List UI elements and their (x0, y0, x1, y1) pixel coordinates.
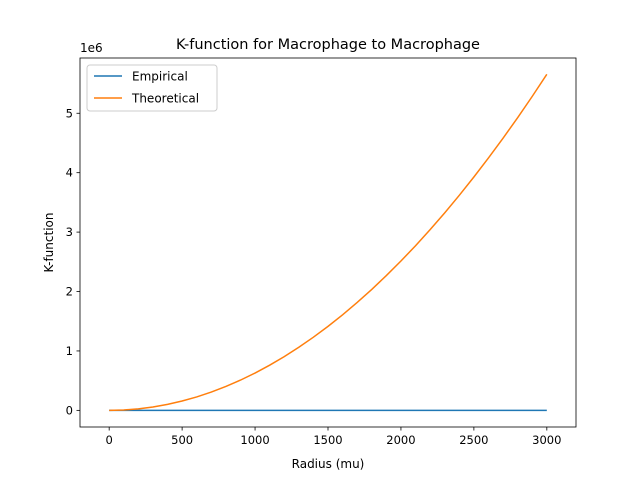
y-tick-label: 2 (66, 285, 73, 299)
chart-title: K-function for Macrophage to Macrophage (176, 37, 480, 53)
y-tick-label: 1 (66, 344, 73, 358)
x-tick-label: 1500 (313, 433, 342, 447)
x-axis-label: Radius (mu) (292, 457, 365, 471)
y-tick-label: 4 (66, 166, 73, 180)
legend-label-theoretical: Theoretical (131, 92, 199, 106)
y-axis-offset-label: 1e6 (80, 41, 103, 55)
legend: Empirical Theoretical (86, 64, 218, 112)
x-tick-label: 2000 (386, 433, 415, 447)
x-tick-label: 1000 (240, 433, 269, 447)
y-tick-label: 3 (66, 225, 73, 239)
plot-frame (79, 57, 577, 428)
x-tick-label: 0 (106, 433, 113, 447)
series-line-theoretical (109, 73, 548, 412)
y-tick-label: 0 (66, 403, 73, 417)
x-tick-label: 500 (171, 433, 193, 447)
x-tick-label: 2500 (459, 433, 488, 447)
y-axis-label: K-function (42, 213, 56, 273)
x-tick-label: 3000 (532, 433, 561, 447)
legend-label-empirical: Empirical (132, 70, 188, 84)
y-tick-label: 5 (66, 106, 73, 120)
